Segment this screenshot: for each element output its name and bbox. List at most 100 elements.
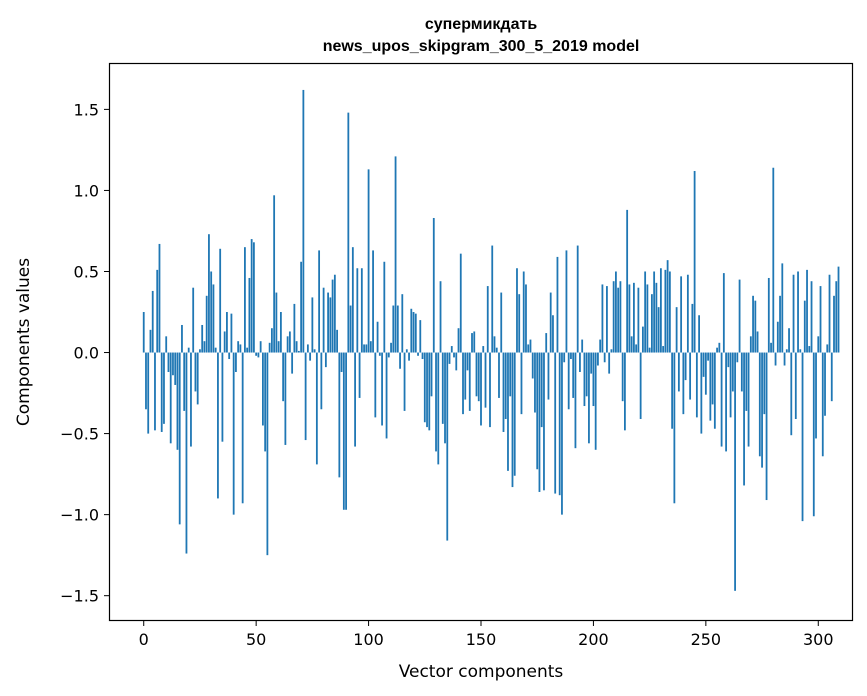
bar-108	[385, 352, 388, 439]
bar-201	[594, 352, 597, 450]
bars-group	[142, 89, 840, 591]
bar-183	[554, 352, 557, 494]
bar-223	[644, 271, 647, 353]
bar-138	[453, 352, 455, 358]
bar-44	[241, 352, 244, 504]
x-tick-label: 250	[691, 630, 722, 649]
bar-203	[599, 339, 602, 353]
bar-253	[711, 352, 714, 405]
bar-220	[637, 287, 640, 353]
bar-107	[383, 261, 386, 353]
bar-190	[570, 352, 572, 360]
bar-73	[306, 344, 309, 353]
bar-32	[214, 347, 217, 353]
bar-103	[374, 352, 377, 418]
bar-180	[547, 352, 550, 400]
y-tick-label: 0.5	[74, 262, 99, 281]
bar-46	[246, 347, 249, 353]
bar-7	[158, 243, 161, 353]
bar-275	[761, 352, 763, 468]
bar-102	[372, 250, 374, 353]
x-tick-label: 0	[139, 630, 149, 649]
bar-207	[608, 352, 611, 374]
bar-242	[686, 274, 689, 353]
bar-308	[835, 281, 838, 353]
bar-194	[579, 352, 581, 372]
bar-132	[439, 281, 442, 353]
bar-117	[405, 349, 408, 353]
bar-231	[662, 346, 665, 353]
bar-198	[588, 352, 590, 444]
bar-281	[774, 352, 777, 366]
bar-266	[740, 352, 743, 392]
bar-92	[349, 305, 352, 353]
bar-21	[190, 352, 192, 447]
bar-268	[745, 352, 748, 411]
bar-246	[695, 352, 698, 418]
bar-218	[633, 282, 635, 353]
bar-26	[201, 324, 204, 353]
bar-181	[549, 292, 552, 353]
bar-85	[333, 274, 336, 353]
bar-5	[154, 352, 156, 431]
bar-177	[540, 352, 543, 428]
bar-185	[558, 352, 561, 496]
bar-236	[673, 352, 676, 504]
bar-56	[268, 342, 271, 353]
bar-240	[682, 352, 685, 415]
bar-58	[273, 195, 276, 353]
bar-301	[819, 286, 822, 353]
bar-90	[345, 352, 347, 510]
bar-87	[338, 352, 341, 478]
bar-119	[410, 308, 413, 353]
bar-152	[484, 352, 487, 408]
x-tick-label: 50	[246, 630, 266, 649]
bar-195	[581, 339, 584, 353]
bar-169	[522, 271, 525, 353]
bar-269	[747, 352, 750, 447]
bar-33	[217, 352, 219, 499]
bar-79	[320, 352, 323, 410]
bar-0	[142, 312, 145, 353]
bar-82	[327, 292, 329, 353]
bar-96	[358, 352, 361, 398]
bar-202	[597, 352, 599, 366]
bar-297	[810, 281, 813, 353]
bar-255	[716, 347, 718, 353]
bar-48	[250, 239, 253, 353]
bar-293	[801, 352, 804, 522]
bar-69	[297, 350, 300, 353]
bar-251	[707, 352, 709, 361]
bar-94	[354, 352, 356, 447]
bar-172	[529, 339, 532, 353]
bar-155	[491, 245, 494, 353]
bar-261	[729, 352, 732, 418]
bar-160	[502, 352, 505, 432]
bar-128	[430, 352, 433, 397]
bar-34	[219, 248, 222, 353]
bar-127	[428, 352, 431, 431]
bar-60	[277, 341, 280, 353]
bar-294	[803, 300, 806, 353]
bar-307	[833, 295, 835, 353]
bar-40	[232, 352, 235, 515]
bar-278	[767, 277, 770, 353]
bar-170	[525, 284, 527, 353]
bar-93	[351, 247, 354, 353]
bar-147	[473, 331, 476, 353]
bar-35	[221, 352, 224, 442]
bar-282	[776, 321, 779, 353]
bar-19	[185, 352, 188, 554]
bar-245	[693, 170, 696, 353]
bar-274	[758, 352, 761, 457]
bar-304	[826, 344, 829, 353]
bar-189	[567, 352, 570, 410]
bar-166	[516, 268, 518, 353]
bar-63	[284, 352, 287, 445]
bar-123	[419, 320, 422, 353]
chart-title-line2: news_upos_skipgram_300_5_2019 model	[323, 38, 640, 55]
bar-50	[255, 352, 258, 356]
y-tick-label: 1.5	[74, 100, 99, 119]
bar-139	[455, 352, 458, 371]
